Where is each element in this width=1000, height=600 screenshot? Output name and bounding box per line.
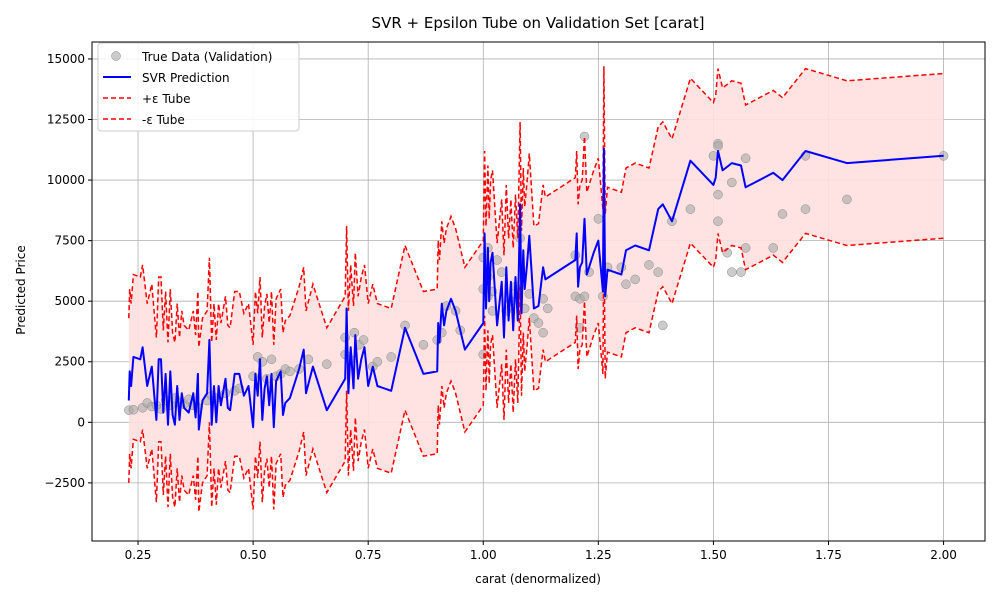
true-data-point bbox=[800, 204, 811, 214]
true-data-point bbox=[644, 260, 654, 270]
true-data-point bbox=[713, 216, 723, 227]
true-data-point bbox=[358, 335, 369, 345]
y-tick-label: 10000 bbox=[47, 173, 85, 187]
axes-border bbox=[91, 41, 986, 542]
legend: True Data (Validation) SVR Prediction +ε… bbox=[97, 42, 300, 132]
y-tick-label: −2500 bbox=[44, 476, 85, 490]
chart-title: SVR + Epsilon Tube on Validation Set [ca… bbox=[372, 14, 705, 32]
prediction-layer bbox=[127, 147, 944, 431]
true-data-point bbox=[496, 267, 507, 277]
legend-label-lower-tube: -ε Tube bbox=[142, 113, 185, 127]
true-data-point bbox=[842, 194, 852, 205]
x-tick-label: 1.00 bbox=[470, 548, 497, 562]
x-axis-ticks: 0.25 0.50 0.75 1.00 1.25 1.50 1.75 2.00 bbox=[125, 541, 957, 562]
y-tick-label: 12500 bbox=[47, 113, 85, 127]
true-data-point bbox=[372, 356, 383, 367]
axes-frame bbox=[91, 41, 986, 542]
legend-label-true-data: True Data (Validation) bbox=[141, 50, 272, 64]
x-tick-label: 0.50 bbox=[240, 548, 267, 562]
legend-label-prediction: SVR Prediction bbox=[142, 71, 230, 85]
true-data-point bbox=[713, 141, 723, 151]
y-tick-label: 5000 bbox=[54, 294, 85, 308]
true-data-point bbox=[713, 189, 723, 200]
true-data-point bbox=[685, 204, 696, 214]
y-tick-label: 2500 bbox=[54, 355, 85, 369]
true-data-point bbox=[621, 279, 631, 289]
true-data-point bbox=[542, 303, 553, 314]
true-data-point bbox=[538, 327, 548, 338]
x-tick-label: 2.00 bbox=[930, 548, 957, 562]
true-data-point bbox=[579, 291, 590, 302]
true-data-point bbox=[285, 366, 295, 377]
true-data-point bbox=[593, 214, 604, 224]
legend-label-upper-tube: +ε Tube bbox=[142, 92, 190, 106]
x-tick-label: 0.75 bbox=[355, 548, 382, 562]
y-tick-label: 15000 bbox=[47, 52, 85, 66]
true-data-point bbox=[740, 243, 751, 253]
true-data-point bbox=[777, 209, 788, 219]
true-data-point bbox=[266, 354, 277, 365]
true-data-point bbox=[630, 274, 640, 285]
x-tick-label: 1.25 bbox=[585, 548, 612, 562]
y-axis-label: Predicted Price bbox=[14, 245, 28, 334]
epsilon-tube-lines bbox=[128, 66, 944, 512]
x-axis-label: carat (denormalized) bbox=[475, 572, 601, 586]
true-data-point bbox=[727, 177, 737, 188]
lower-epsilon-tube-line bbox=[128, 230, 944, 512]
y-axis-ticks: −2500 0 2500 5000 7500 10000 12500 15000 bbox=[44, 52, 92, 490]
upper-epsilon-tube-line bbox=[128, 66, 944, 348]
true-data-point bbox=[653, 267, 663, 277]
true-data-point bbox=[322, 359, 332, 369]
legend-scatter-marker bbox=[111, 51, 121, 61]
x-tick-label: 1.75 bbox=[815, 548, 842, 562]
svr-prediction-line bbox=[127, 147, 944, 431]
true-data-point bbox=[418, 340, 429, 350]
true-data-point bbox=[736, 267, 746, 277]
true-data-point bbox=[740, 153, 751, 164]
x-tick-label: 0.25 bbox=[125, 548, 152, 562]
true-data-point bbox=[768, 243, 779, 253]
true-data-point bbox=[533, 318, 544, 328]
true-data-point bbox=[727, 267, 737, 277]
x-tick-label: 1.50 bbox=[700, 548, 727, 562]
true-data-point bbox=[658, 320, 668, 331]
legend-box bbox=[97, 42, 300, 132]
true-data-point bbox=[386, 352, 396, 362]
true-data-point bbox=[128, 404, 139, 415]
y-tick-label: 7500 bbox=[54, 234, 85, 248]
y-tick-label: 0 bbox=[77, 415, 85, 429]
